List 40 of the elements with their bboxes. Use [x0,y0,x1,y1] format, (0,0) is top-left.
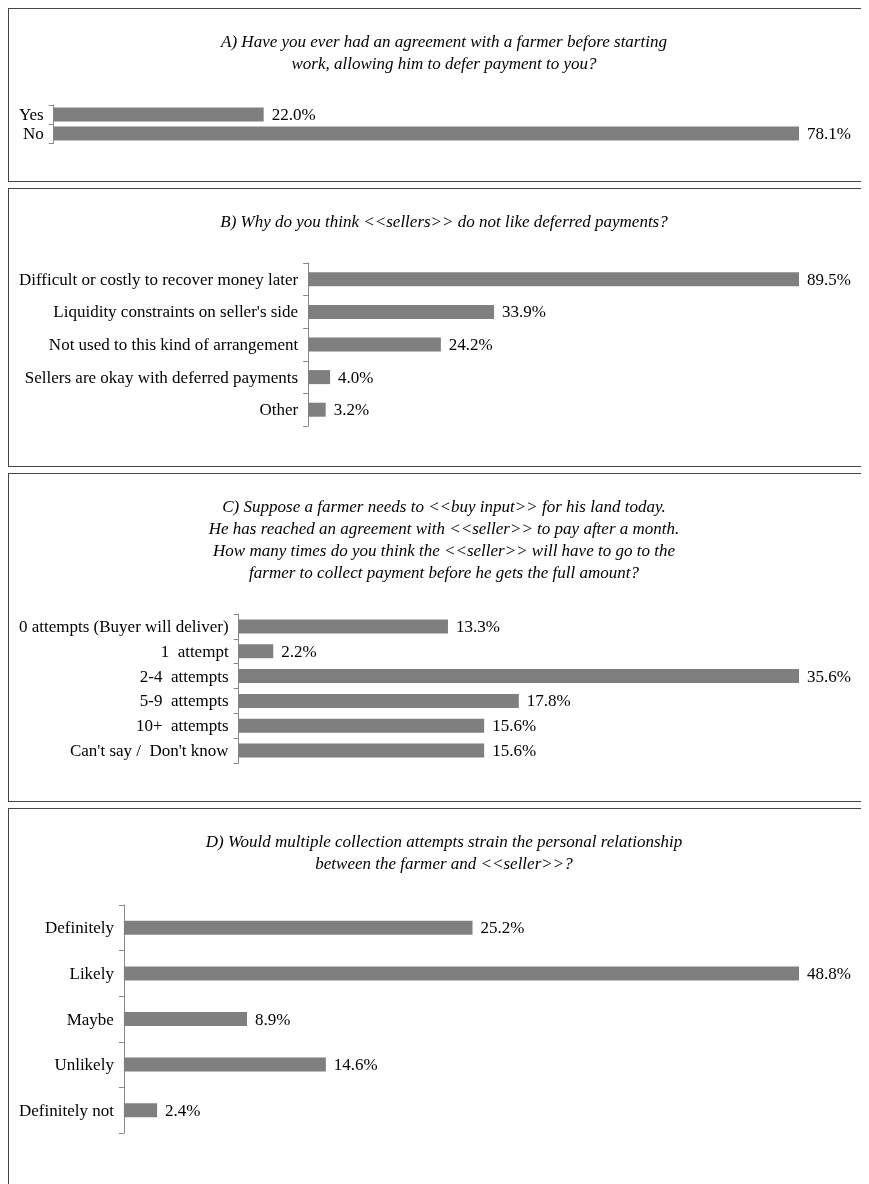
data-label: 35.6% [807,666,851,686]
data-label: 17.8% [526,691,571,711]
chart-title: D) Would multiple collection attempts strain the personal relationship between the farmer and <<seller>>? [204,831,683,873]
y-tick-label: Can't say / Don't know [69,741,230,761]
data-label: 15.6% [492,716,537,736]
data-label: 48.8% [807,963,851,983]
y-tick-label: Yes [18,105,44,124]
chart-title: A) Have you ever had an agreement with a farmer before starting work, allowing him to defer payment to you? [220,31,667,73]
y-tick-label: Definitely [44,918,115,938]
y-tick-label: No [22,124,44,143]
data-label: 33.9% [502,302,546,322]
chart-title: C) Suppose a farmer needs to <<buy input>> for his land today. He has reached an agreement with <<seller>> to pay after a month. How many times do you think the <<seller>> will have to go to the farmer to collect payment before he gets the full amount? [207,496,680,582]
y-tick-label: 5-9 attempts [139,691,229,711]
y-tick-label: Definitely not [18,1100,115,1120]
data-label: 22.0% [271,105,316,124]
data-label: 3.2% [333,400,370,420]
data-label: 78.1% [807,124,851,143]
y-tick-label: 1 attempt [160,641,229,661]
y-tick-label: Unlikely [54,1055,115,1075]
y-tick-label: Not used to this kind of arrangement [48,335,299,354]
chart-title: B) Why do you think <<sellers>> do not like deferred payments? [220,211,669,231]
y-tick-label: Liquidity constraints on seller's side [53,302,299,322]
data-label: 15.6% [492,741,537,761]
data-label: 2.4% [165,1100,201,1120]
data-label: 4.0% [338,367,374,387]
data-label: 2.2% [281,641,317,661]
data-label: 13.3% [455,616,500,636]
y-tick-label: 10+ attempts [135,716,229,736]
y-tick-label: Likely [69,963,115,983]
data-label: 8.9% [255,1009,291,1029]
data-label: 25.2% [480,918,525,938]
y-tick-label: Difficult or costly to recover money later [18,269,299,289]
data-label: 14.6% [333,1055,378,1075]
y-tick-label: Other [259,400,299,420]
y-tick-label: Maybe [66,1009,114,1029]
y-tick-label: 2-4 attempts [139,666,229,686]
data-label: 24.2% [448,335,493,354]
data-label: 89.5% [807,269,851,289]
y-tick-label: Sellers are okay with deferred payments [24,367,299,387]
y-tick-label: 0 attempts (Buyer will deliver) [18,616,229,636]
